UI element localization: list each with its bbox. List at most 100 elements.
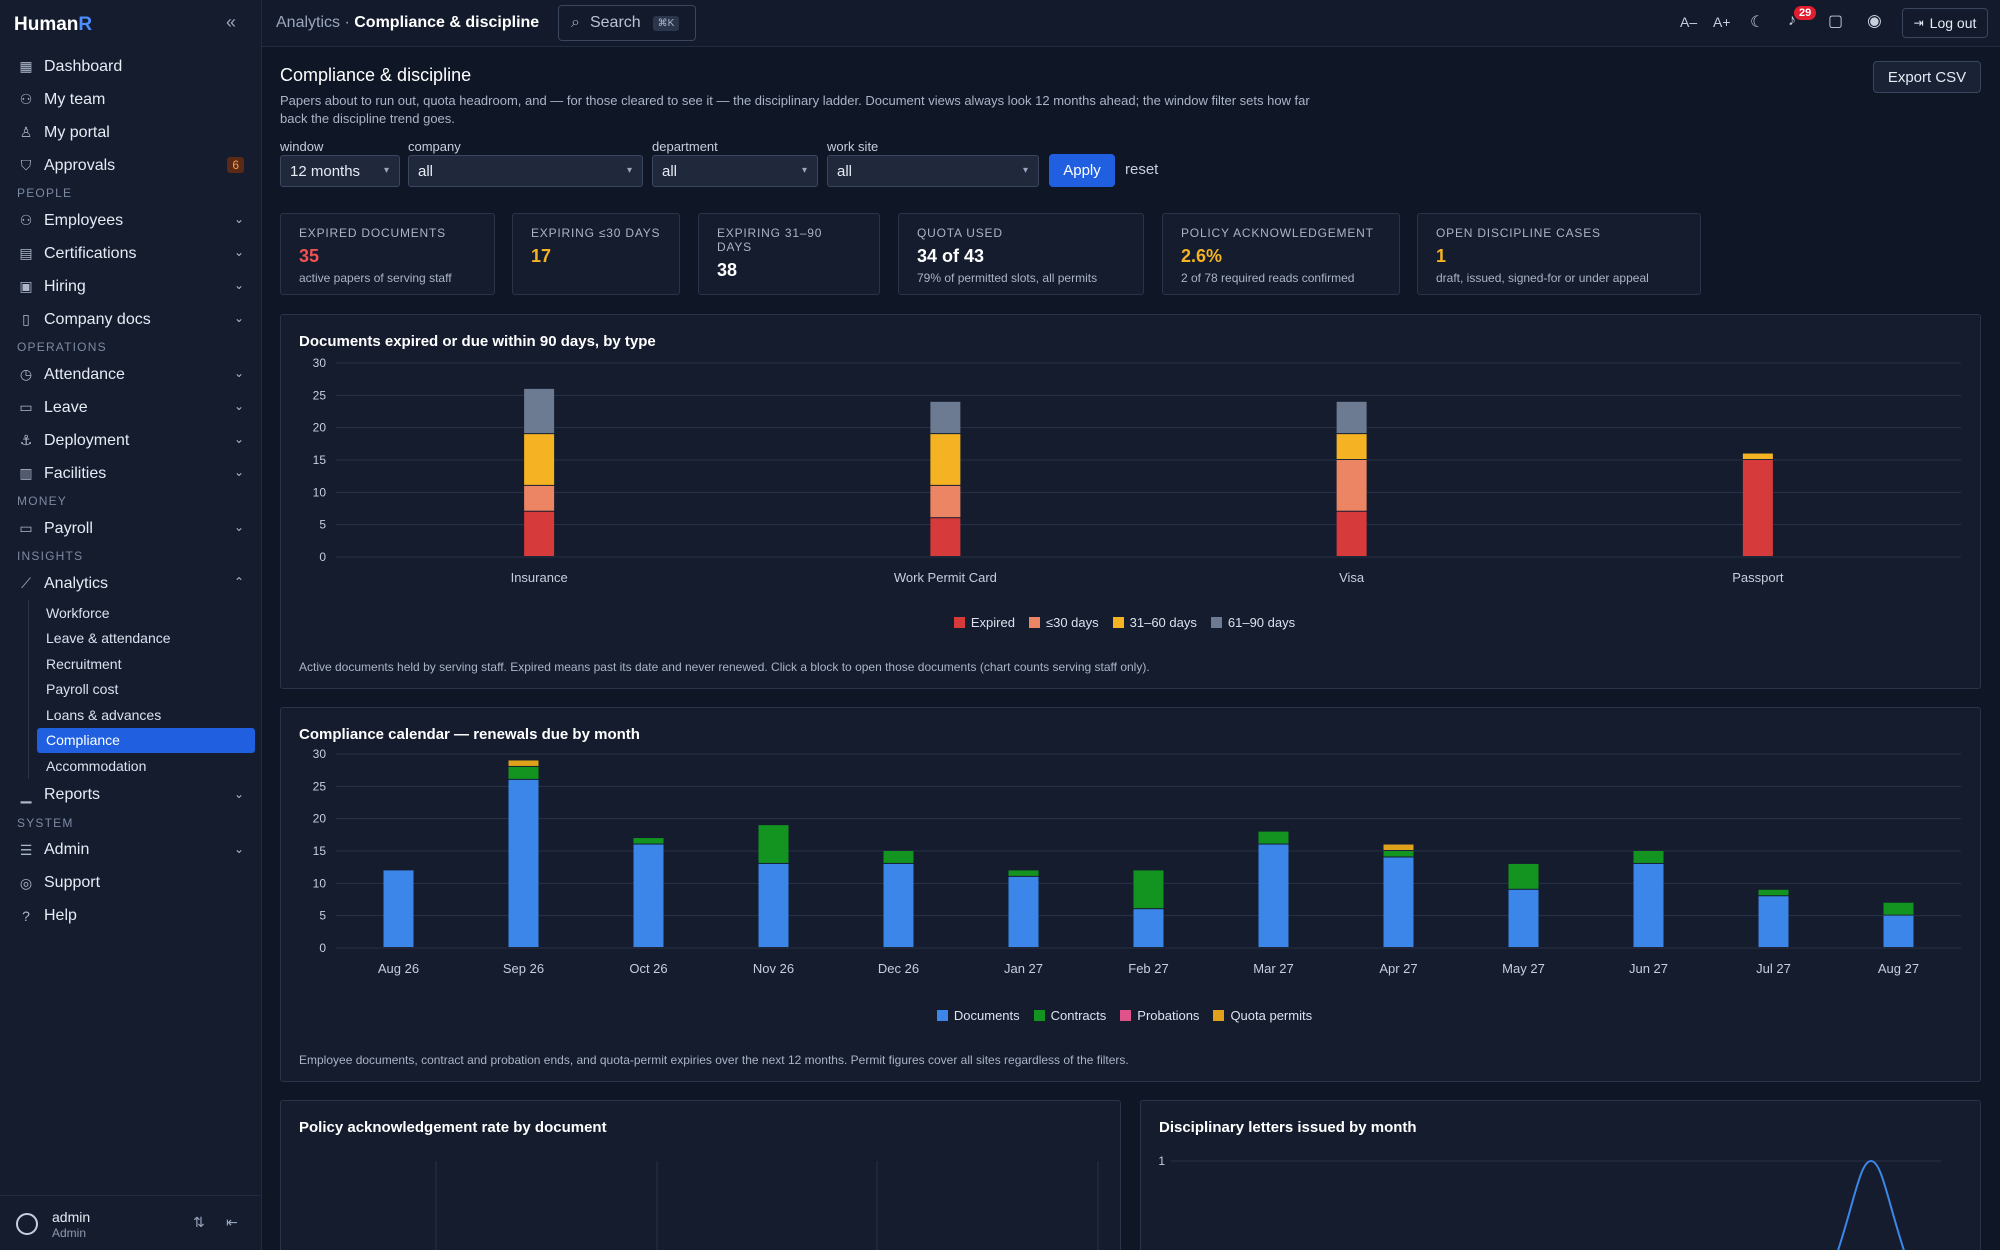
bar-segment[interactable] xyxy=(1508,889,1539,947)
bell-icon[interactable]: ♪ xyxy=(1788,12,1796,29)
bar-segment[interactable] xyxy=(524,388,555,434)
bar-segment[interactable] xyxy=(1883,915,1914,947)
bar-segment[interactable] xyxy=(508,766,539,779)
export-csv-button[interactable]: Export CSV xyxy=(1873,61,1981,93)
sidebar-item-employees[interactable]: ⚇ Employees ⌄ xyxy=(19,211,244,229)
expand-collapse-icon[interactable]: ⇅ xyxy=(193,1214,205,1230)
subnav-leave-attendance[interactable]: Leave & attendance xyxy=(46,630,171,647)
bar-segment[interactable] xyxy=(758,825,789,863)
window-select[interactable]: 12 months ▾ xyxy=(280,155,400,187)
sidebar-item-my-portal[interactable]: ♙ My portal xyxy=(19,123,110,141)
sign-out-icon[interactable]: ⇤ xyxy=(226,1214,238,1230)
bar-segment[interactable] xyxy=(1508,863,1539,889)
bar-segment[interactable] xyxy=(883,863,914,947)
subnav-workforce[interactable]: Workforce xyxy=(46,604,110,621)
bar-segment[interactable] xyxy=(1336,401,1367,434)
x-tick-label: Oct 26 xyxy=(629,961,667,976)
subnav-compliance[interactable]: Compliance xyxy=(37,727,255,753)
bar-segment[interactable] xyxy=(508,760,539,766)
sidebar-item-approvals[interactable]: ⛉ Approvals 6 xyxy=(0,149,262,182)
kpi-value: 2.6% xyxy=(1181,246,1223,266)
subnav-payroll-cost[interactable]: Payroll cost xyxy=(46,681,119,698)
sidebar-item-admin[interactable]: ☰ Admin ⌄ xyxy=(19,841,244,858)
legend-item[interactable]: ≤30 days xyxy=(1028,615,1099,630)
subnav-recruitment[interactable]: Recruitment xyxy=(46,655,122,672)
legend-item[interactable]: Probations xyxy=(1120,1008,1199,1023)
subnav-accommodation[interactable]: Accommodation xyxy=(46,757,147,774)
font-decrease-button[interactable]: A– xyxy=(1680,14,1698,30)
search-button[interactable]: ⌕ Search ⌘K xyxy=(558,5,696,41)
sidebar-item-certifications[interactable]: ▤ Certifications ⌄ xyxy=(19,244,244,262)
bar-segment[interactable] xyxy=(383,870,414,947)
breadcrumb-parent[interactable]: Analytics xyxy=(276,14,341,31)
bar-segment[interactable] xyxy=(1383,857,1414,947)
sidebar-item-reports[interactable]: ▁ Reports ⌄ xyxy=(0,779,262,812)
account-icon[interactable]: ◉ xyxy=(1867,11,1882,30)
sidebar-item-leave[interactable]: ▭ Leave ⌄ xyxy=(19,398,244,416)
sidebar-item-dashboard[interactable]: ▦ Dashboard xyxy=(19,57,123,75)
bar-segment[interactable] xyxy=(633,844,664,947)
department-select[interactable]: all ▾ xyxy=(652,155,818,187)
subnav-loans-advances[interactable]: Loans & advances xyxy=(46,706,162,723)
legend-item[interactable]: Documents xyxy=(936,1008,1020,1023)
bar-segment[interactable] xyxy=(930,485,961,518)
bar-segment[interactable] xyxy=(524,485,555,511)
bar-segment[interactable] xyxy=(1133,870,1164,909)
legend-item[interactable]: 31–60 days xyxy=(1112,615,1197,630)
bar-segment[interactable] xyxy=(1258,844,1289,947)
bar-segment[interactable] xyxy=(1383,851,1414,857)
legend-item[interactable]: Contracts xyxy=(1033,1008,1106,1023)
moon-icon[interactable]: ☾ xyxy=(1750,14,1765,31)
bar-segment[interactable] xyxy=(1336,511,1367,556)
bar-segment[interactable] xyxy=(1758,889,1789,896)
legend-item[interactable]: Expired xyxy=(953,615,1015,630)
x-tick-label: Aug 26 xyxy=(378,961,419,976)
bar-segment[interactable] xyxy=(1008,870,1039,876)
y-tick-label: 5 xyxy=(319,909,326,923)
sidebar-item-support[interactable]: ◎ Support xyxy=(19,874,101,891)
bar-segment[interactable] xyxy=(1883,902,1914,915)
bar-segment[interactable] xyxy=(633,838,664,844)
font-increase-button[interactable]: A+ xyxy=(1713,14,1731,30)
bar-segment[interactable] xyxy=(1336,460,1367,511)
legend-item[interactable]: Quota permits xyxy=(1213,1008,1312,1023)
bar-segment[interactable] xyxy=(1742,460,1773,556)
bar-segment[interactable] xyxy=(1008,876,1039,947)
work-site-select[interactable]: all ▾ xyxy=(827,155,1039,187)
bar-segment[interactable] xyxy=(930,434,961,485)
bar-segment[interactable] xyxy=(524,511,555,556)
bar-segment[interactable] xyxy=(1383,844,1414,850)
bar-segment[interactable] xyxy=(758,863,789,947)
sidebar-item-company-docs[interactable]: ▯ Company docs ⌄ xyxy=(0,303,262,336)
bar-segment[interactable] xyxy=(930,518,961,556)
bar-segment[interactable] xyxy=(883,851,914,863)
collapse-sidebar-icon[interactable]: « xyxy=(226,12,237,32)
legend-item[interactable]: 61–90 days xyxy=(1210,615,1295,630)
reset-link[interactable]: reset xyxy=(1125,161,1159,178)
bar-segment[interactable] xyxy=(1258,831,1289,844)
company-select[interactable]: all ▾ xyxy=(408,155,643,187)
sidebar-item-attendance[interactable]: ◷ Attendance ⌄ xyxy=(19,365,244,383)
bar-segment[interactable] xyxy=(1742,453,1773,459)
sidebar-item-my-team[interactable]: ⚇ My team xyxy=(19,90,106,108)
bar-segment[interactable] xyxy=(930,401,961,434)
sidebar-item-hiring[interactable]: ▣ Hiring ⌄ xyxy=(19,277,244,295)
avatar[interactable] xyxy=(16,1213,38,1235)
logout-button[interactable]: ⇥ Log out xyxy=(1902,8,1988,38)
sidebar-item-payroll[interactable]: ▭ Payroll ⌄ xyxy=(19,519,244,537)
bar-segment[interactable] xyxy=(1758,896,1789,947)
brand-logo[interactable]: HumanR xyxy=(14,14,93,35)
legend-label: Quota permits xyxy=(1230,1008,1313,1023)
bar-segment[interactable] xyxy=(1336,434,1367,459)
bar-segment[interactable] xyxy=(1133,909,1164,947)
bar-segment[interactable] xyxy=(508,779,539,947)
bar-segment[interactable] xyxy=(1633,863,1664,947)
sidebar-item-facilities[interactable]: ▥ Facilities ⌄ xyxy=(19,464,244,482)
message-icon[interactable]: ▢ xyxy=(1828,13,1844,30)
bar-segment[interactable] xyxy=(524,434,555,485)
sidebar-item-help[interactable]: ? Help xyxy=(0,900,262,933)
sidebar-item-deployment[interactable]: ⚓ Deployment ⌄ xyxy=(19,431,244,449)
sidebar-item-analytics[interactable]: ⟋ Analytics ⌃ xyxy=(0,567,262,600)
apply-button[interactable]: Apply xyxy=(1049,154,1115,187)
bar-segment[interactable] xyxy=(1633,851,1664,863)
